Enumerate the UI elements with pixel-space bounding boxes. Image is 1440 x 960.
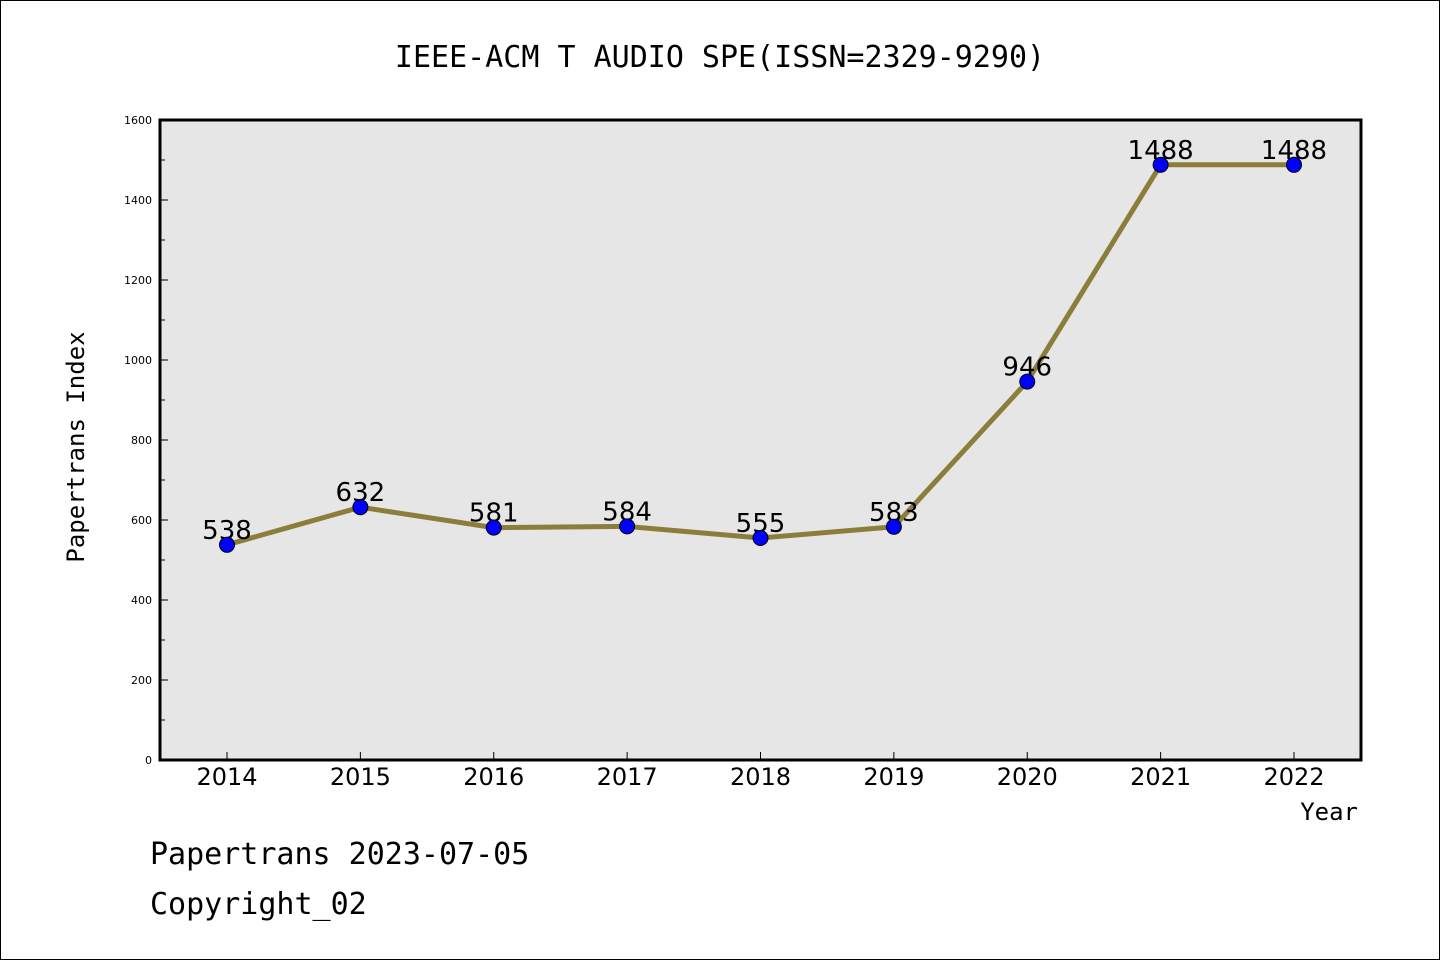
- data-point: [485, 519, 502, 536]
- y-axis-label: Papertrans Index: [62, 331, 90, 562]
- plot-area: [160, 120, 1361, 760]
- data-point: [1019, 373, 1036, 390]
- data-point: [885, 518, 902, 535]
- x-tick-label: 2014: [196, 763, 257, 791]
- x-tick-label: 2015: [330, 763, 391, 791]
- y-tick-label: 1600: [124, 114, 152, 127]
- x-tick-label: 2016: [463, 763, 524, 791]
- y-tick-label: 400: [131, 594, 152, 607]
- x-tick-label: 2022: [1263, 763, 1324, 791]
- x-tick-label: 2019: [863, 763, 924, 791]
- y-axis: 0 200 400 600 800 1000 1200 1400 1600: [124, 114, 168, 767]
- data-point: [1152, 156, 1169, 173]
- y-tick-label: 1400: [124, 194, 152, 207]
- data-point: [1286, 156, 1302, 173]
- x-tick-label: 2017: [597, 763, 658, 791]
- y-tick-label: 200: [131, 674, 152, 687]
- x-tick-label: 2018: [730, 763, 791, 791]
- y-tick-label: 0: [145, 754, 152, 767]
- x-tick-label: 2021: [1130, 763, 1191, 791]
- footer-date: Papertrans 2023-07-05: [150, 837, 529, 872]
- y-tick-label: 600: [131, 514, 152, 527]
- y-tick-label: 1000: [124, 354, 152, 367]
- x-axis: 2014 2015 2016 2017 2018 2019 2020 2021 2022: [196, 752, 1325, 791]
- data-point: [619, 518, 636, 535]
- x-tick-label: 2020: [997, 763, 1058, 791]
- y-tick-label: 1200: [124, 274, 152, 287]
- plot-border: [158, 118, 1363, 762]
- data-point: [219, 536, 235, 553]
- data-point: [352, 499, 369, 516]
- y-tick-label: 800: [131, 434, 152, 447]
- data-point: [752, 530, 769, 546]
- footer-copyright: Copyright_02: [150, 887, 367, 922]
- x-axis-label: Year: [1300, 798, 1358, 826]
- chart-title: IEEE-ACM T AUDIO SPE(ISSN=2329-9290): [395, 40, 1045, 75]
